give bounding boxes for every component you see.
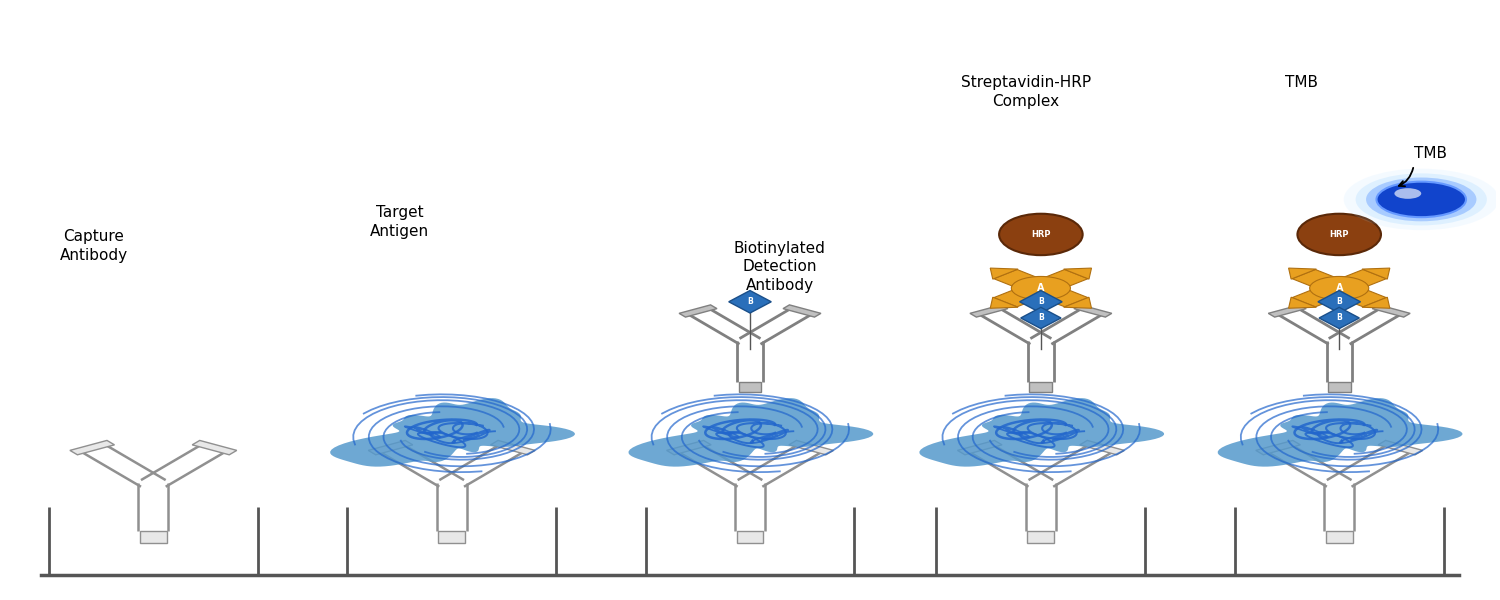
Polygon shape: [1318, 290, 1360, 313]
Polygon shape: [994, 284, 1053, 307]
Polygon shape: [1362, 297, 1390, 308]
Text: B: B: [1038, 313, 1044, 322]
Polygon shape: [1064, 268, 1092, 279]
Polygon shape: [1029, 284, 1088, 307]
FancyBboxPatch shape: [1028, 531, 1054, 542]
Circle shape: [1310, 277, 1368, 300]
Polygon shape: [490, 440, 536, 455]
FancyBboxPatch shape: [1029, 382, 1053, 392]
Text: Target
Antigen: Target Antigen: [370, 205, 429, 239]
Circle shape: [1356, 173, 1486, 226]
Polygon shape: [666, 440, 711, 455]
Polygon shape: [330, 398, 574, 467]
Polygon shape: [628, 398, 873, 467]
Polygon shape: [192, 440, 237, 455]
Text: B: B: [1038, 297, 1044, 306]
Polygon shape: [1292, 269, 1352, 293]
Polygon shape: [789, 440, 834, 455]
Text: A: A: [1335, 283, 1342, 293]
Text: TMB: TMB: [1286, 75, 1318, 90]
Polygon shape: [1256, 440, 1300, 455]
FancyBboxPatch shape: [140, 531, 166, 542]
Text: Biotinylated
Detection
Antibody: Biotinylated Detection Antibody: [734, 241, 827, 293]
Polygon shape: [1074, 305, 1112, 317]
Polygon shape: [1378, 440, 1422, 455]
Circle shape: [1395, 188, 1422, 199]
Polygon shape: [729, 290, 771, 313]
Text: Capture
Antibody: Capture Antibody: [60, 229, 128, 263]
Text: B: B: [1336, 313, 1342, 322]
Polygon shape: [368, 440, 413, 455]
FancyBboxPatch shape: [738, 382, 762, 392]
FancyBboxPatch shape: [438, 531, 465, 542]
Circle shape: [1344, 169, 1498, 230]
Polygon shape: [1020, 307, 1060, 329]
Circle shape: [1377, 182, 1466, 217]
Polygon shape: [1318, 307, 1359, 329]
Text: A: A: [1036, 283, 1044, 293]
Polygon shape: [970, 305, 1008, 317]
Ellipse shape: [1298, 214, 1382, 255]
Text: B: B: [1336, 297, 1342, 306]
FancyBboxPatch shape: [736, 531, 764, 542]
Circle shape: [1011, 277, 1071, 300]
Polygon shape: [920, 398, 1164, 467]
Polygon shape: [1328, 284, 1386, 307]
FancyBboxPatch shape: [1326, 531, 1353, 542]
Polygon shape: [1029, 269, 1088, 293]
Polygon shape: [1362, 268, 1390, 279]
Polygon shape: [990, 297, 1018, 308]
Polygon shape: [957, 440, 1002, 455]
Polygon shape: [1328, 269, 1386, 293]
Polygon shape: [1269, 305, 1306, 317]
Polygon shape: [680, 305, 717, 317]
Polygon shape: [1020, 290, 1062, 313]
Polygon shape: [1080, 440, 1125, 455]
Polygon shape: [783, 305, 820, 317]
Polygon shape: [1064, 297, 1092, 308]
Polygon shape: [1288, 268, 1317, 279]
Text: HRP: HRP: [1329, 230, 1348, 239]
Text: HRP: HRP: [1030, 230, 1050, 239]
Polygon shape: [994, 269, 1053, 293]
Text: Streptavidin-HRP
Complex: Streptavidin-HRP Complex: [962, 75, 1090, 109]
Polygon shape: [990, 268, 1018, 279]
FancyBboxPatch shape: [1328, 382, 1350, 392]
Polygon shape: [1372, 305, 1410, 317]
Polygon shape: [70, 440, 114, 455]
Polygon shape: [1288, 297, 1317, 308]
Circle shape: [1366, 178, 1476, 221]
Ellipse shape: [999, 214, 1083, 255]
Polygon shape: [1218, 398, 1462, 467]
Polygon shape: [1292, 284, 1352, 307]
Text: TMB: TMB: [1413, 146, 1446, 161]
Text: B: B: [747, 297, 753, 306]
